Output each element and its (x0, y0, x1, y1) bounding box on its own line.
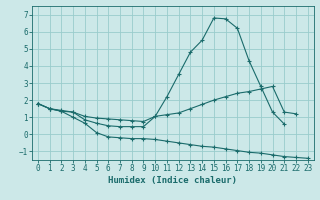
X-axis label: Humidex (Indice chaleur): Humidex (Indice chaleur) (108, 176, 237, 185)
